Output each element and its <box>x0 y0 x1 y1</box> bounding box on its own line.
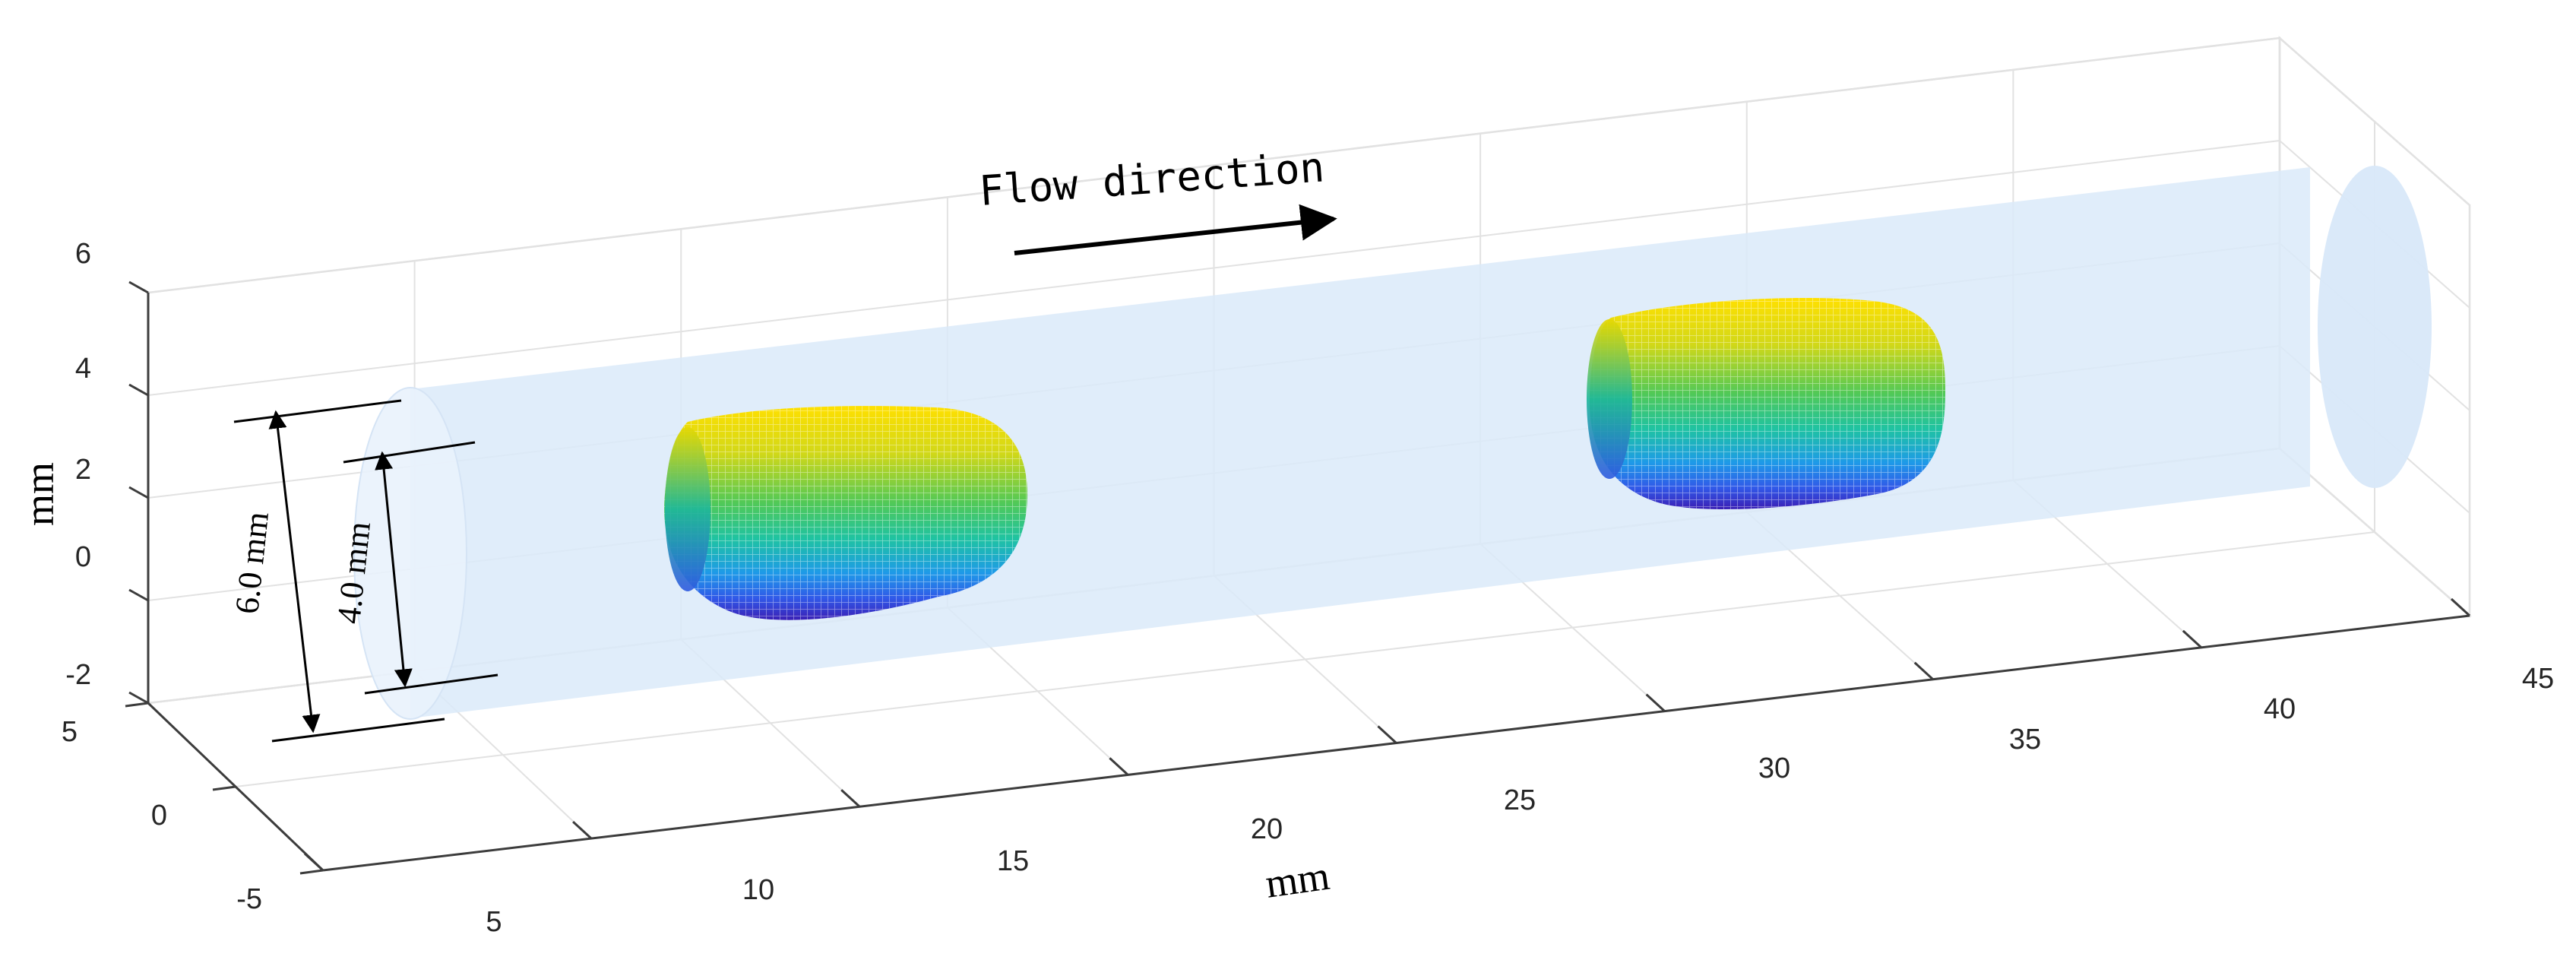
z-tick-mark <box>128 588 149 602</box>
x-tick-labels: 5 10 15 20 25 30 35 40 45 <box>486 663 2554 938</box>
flow-direction-label: Flow direction <box>978 143 1326 215</box>
z-tick-mark <box>128 486 149 499</box>
x-tick: 35 <box>2009 724 2041 756</box>
tube-outlet-cap <box>2318 166 2432 488</box>
y-tick-labels: 5 0 -5 <box>62 716 262 915</box>
z-tick-mark <box>128 383 149 397</box>
x-tick: 20 <box>1251 813 1283 845</box>
tick-marks <box>125 280 2471 875</box>
z-tick-mark <box>128 691 149 705</box>
x-axis-label: mm <box>1263 853 1333 907</box>
bubble-2 <box>1587 297 1945 510</box>
y-tick: 0 <box>151 800 167 832</box>
x-tick: 15 <box>997 845 1029 877</box>
bubble-1 <box>664 406 1027 620</box>
z-tick: 4 <box>75 353 91 385</box>
y-gridline <box>235 531 2375 787</box>
x-tick: 30 <box>1758 752 1790 784</box>
z-tick-labels: 6 4 2 0 -2 <box>65 238 91 691</box>
y-tick: 5 <box>62 716 78 748</box>
z-tick-mark <box>128 280 149 294</box>
outer-diameter-label: 6.0 mm <box>228 510 276 616</box>
x-tick-mark <box>840 789 861 808</box>
z-tick: 2 <box>75 454 91 486</box>
x-tick-mark <box>1645 693 1666 712</box>
z-tick: -2 <box>65 659 91 691</box>
y-tick-mark <box>125 702 149 708</box>
outer-diameter-dimension <box>233 399 445 743</box>
z-gridline <box>147 37 2280 293</box>
x-tick: 40 <box>2264 693 2296 725</box>
z-gridline <box>147 140 2280 396</box>
y-tick: -5 <box>236 883 262 915</box>
z-tick: 6 <box>75 238 91 270</box>
x-tick-mark <box>1913 661 1934 680</box>
x-tick-mark <box>572 821 593 840</box>
x-tick-mark <box>303 852 324 872</box>
tube-cylinder <box>353 166 2432 720</box>
x-tick-mark <box>1109 757 1129 776</box>
z-tick: 0 <box>75 541 91 573</box>
z-axis-label: mm <box>17 462 62 526</box>
inner-diameter-dimension <box>343 441 498 695</box>
x-tick-mark <box>2182 629 2202 648</box>
x-tick-mark <box>1377 725 1397 744</box>
y-tick-mark <box>299 869 324 875</box>
flow-direction-arrow <box>1014 204 1337 255</box>
x-tick-mark <box>2450 597 2471 617</box>
x-tick: 25 <box>1504 784 1536 816</box>
x-tick: 45 <box>2522 663 2554 695</box>
y-tick-mark <box>212 785 236 791</box>
x-tick: 5 <box>486 906 502 938</box>
x-tick: 10 <box>742 874 774 906</box>
